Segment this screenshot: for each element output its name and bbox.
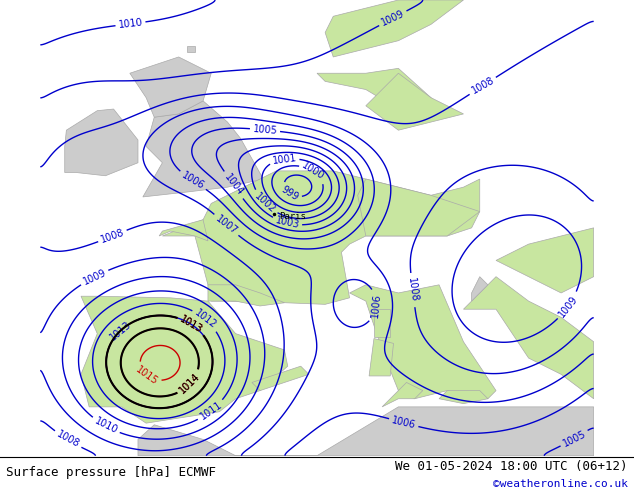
- Text: 1006: 1006: [370, 293, 382, 318]
- Polygon shape: [374, 309, 391, 337]
- Polygon shape: [138, 407, 593, 456]
- Text: 1009: 1009: [380, 8, 406, 28]
- Text: 1006: 1006: [180, 170, 206, 191]
- Text: 1005: 1005: [561, 429, 588, 448]
- Text: 1009: 1009: [81, 267, 108, 287]
- Text: 1013: 1013: [108, 319, 133, 342]
- Polygon shape: [162, 171, 480, 304]
- Text: 999: 999: [280, 185, 301, 203]
- Text: 1015: 1015: [134, 365, 160, 387]
- Text: 1013: 1013: [178, 314, 205, 335]
- Polygon shape: [439, 391, 488, 404]
- Text: 1004: 1004: [222, 172, 245, 198]
- Text: ©weatheronline.co.uk: ©weatheronline.co.uk: [493, 479, 628, 489]
- Polygon shape: [472, 277, 488, 301]
- Polygon shape: [369, 339, 394, 376]
- Text: 1008: 1008: [406, 277, 420, 303]
- Text: Paris: Paris: [279, 212, 306, 221]
- Polygon shape: [463, 277, 593, 399]
- Text: 1009: 1009: [557, 294, 579, 319]
- Text: 1013: 1013: [178, 314, 205, 335]
- Polygon shape: [317, 69, 439, 114]
- Polygon shape: [81, 296, 288, 423]
- Polygon shape: [358, 179, 480, 236]
- Polygon shape: [159, 220, 208, 241]
- Polygon shape: [130, 57, 211, 117]
- Text: 1000: 1000: [301, 161, 327, 182]
- Text: 1003: 1003: [274, 216, 301, 230]
- Text: 1008: 1008: [55, 429, 81, 450]
- Text: We 01-05-2024 18:00 UTC (06+12): We 01-05-2024 18:00 UTC (06+12): [395, 460, 628, 473]
- Polygon shape: [252, 366, 309, 391]
- Polygon shape: [208, 285, 285, 306]
- Polygon shape: [187, 46, 195, 52]
- Text: 1006: 1006: [391, 415, 417, 430]
- Polygon shape: [65, 109, 138, 176]
- Text: 1008: 1008: [470, 75, 496, 96]
- Text: 1010: 1010: [93, 416, 119, 436]
- Polygon shape: [496, 228, 593, 293]
- Polygon shape: [382, 383, 423, 407]
- Text: 1012: 1012: [193, 308, 218, 331]
- Text: 1001: 1001: [271, 153, 297, 166]
- Text: 1011: 1011: [198, 400, 224, 422]
- Text: 1010: 1010: [118, 18, 143, 30]
- Text: 1007: 1007: [214, 214, 239, 237]
- Text: 1008: 1008: [100, 227, 126, 245]
- Text: 1014: 1014: [178, 371, 202, 396]
- Text: 1005: 1005: [252, 124, 278, 136]
- Text: Surface pressure [hPa] ECMWF: Surface pressure [hPa] ECMWF: [6, 466, 216, 479]
- Polygon shape: [143, 101, 263, 197]
- Polygon shape: [366, 73, 463, 130]
- Polygon shape: [349, 285, 496, 399]
- Polygon shape: [325, 0, 463, 57]
- Text: 1002: 1002: [252, 191, 278, 215]
- Text: 1014: 1014: [178, 371, 202, 396]
